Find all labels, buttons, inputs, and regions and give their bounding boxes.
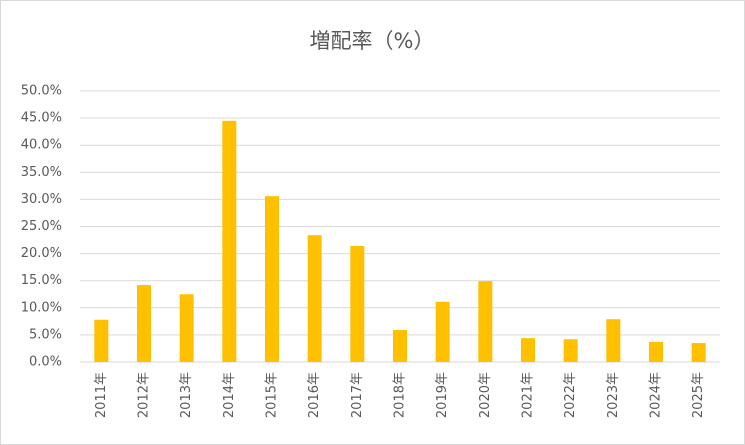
x-tick-label: 2017年 xyxy=(350,372,365,418)
bar xyxy=(691,343,706,362)
y-tick-label: 15.0% xyxy=(21,273,62,288)
bar xyxy=(435,301,450,362)
bar xyxy=(179,294,194,362)
y-tick-label: 25.0% xyxy=(21,219,62,234)
y-tick-label: 0.0% xyxy=(29,355,62,370)
bar xyxy=(137,285,151,362)
x-tick-label: 2018年 xyxy=(393,372,408,418)
y-tick-label: 35.0% xyxy=(21,165,62,180)
bar xyxy=(94,319,109,362)
bar xyxy=(393,330,407,362)
x-tick-label: 2024年 xyxy=(649,372,664,418)
chart-title: 増配率（%） xyxy=(310,29,435,53)
x-tick-label: 2013年 xyxy=(179,372,194,418)
y-tick-label: 5.0% xyxy=(29,327,62,342)
bar xyxy=(307,235,322,362)
x-tick-label: 2022年 xyxy=(563,372,578,418)
x-tick-label: 2019年 xyxy=(435,372,450,418)
x-tick-label: 2012年 xyxy=(137,372,152,418)
bar xyxy=(649,341,663,362)
x-tick-label: 2016年 xyxy=(307,372,322,418)
x-tick-label: 2023年 xyxy=(606,372,621,418)
y-tick-label: 50.0% xyxy=(21,84,62,99)
y-tick-label: 30.0% xyxy=(21,192,62,207)
x-tick-label: 2011年 xyxy=(94,372,109,418)
x-tick-label: 2020年 xyxy=(478,372,493,418)
x-tick-label: 2015年 xyxy=(265,372,280,418)
bar xyxy=(521,338,535,362)
bar xyxy=(563,339,578,362)
bar xyxy=(222,120,237,362)
bar xyxy=(265,196,279,362)
bar xyxy=(350,246,365,362)
x-tick-label: 2014年 xyxy=(222,372,237,418)
y-tick-label: 10.0% xyxy=(21,300,62,315)
bar xyxy=(478,281,493,362)
y-tick-label: 45.0% xyxy=(21,111,62,126)
y-tick-label: 20.0% xyxy=(21,246,62,261)
x-tick-label: 2025年 xyxy=(691,372,706,418)
bar xyxy=(606,319,621,362)
y-tick-label: 40.0% xyxy=(21,138,62,153)
x-tick-label: 2021年 xyxy=(521,372,536,418)
